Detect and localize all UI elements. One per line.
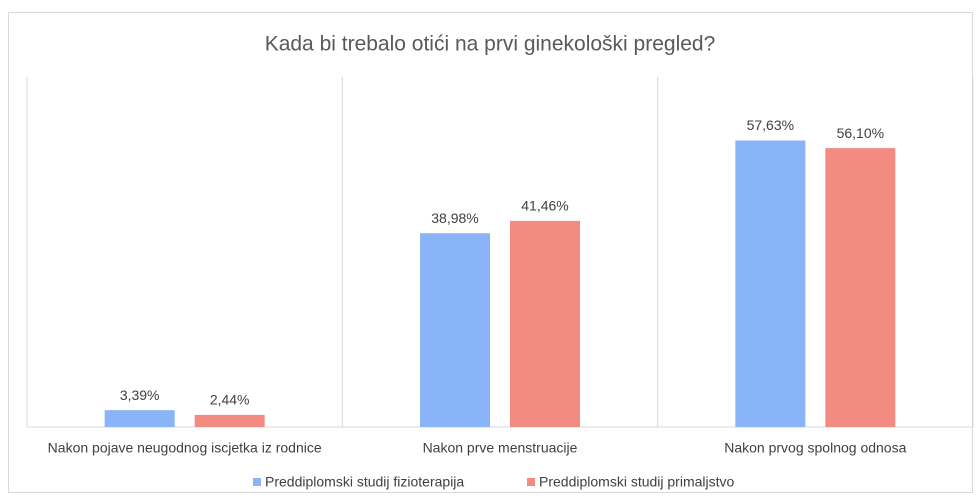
legend-swatch	[527, 478, 535, 486]
x-tick-label: Nakon prve menstruacije	[423, 440, 578, 456]
bar	[510, 220, 580, 427]
data-label: 2,44%	[210, 392, 250, 408]
bar	[735, 140, 806, 427]
bar	[825, 148, 896, 428]
chart-title: Kada bi trebalo otići na prvi ginekološk…	[265, 33, 716, 56]
data-label: 3,39%	[120, 387, 160, 403]
data-label: 38,98%	[431, 210, 478, 226]
bar	[194, 414, 265, 427]
legend-label: Preddiplomski studij fizioterapija	[265, 474, 464, 490]
data-label: 56,10%	[837, 125, 884, 141]
legend-label: Preddiplomski studij primaljstvo	[539, 474, 735, 490]
bar	[420, 233, 490, 427]
data-label: 57,63%	[747, 117, 794, 133]
x-tick-label: Nakon pojave neugodnog iscjetka iz rodni…	[48, 440, 322, 456]
x-tick-label: Nakon prvog spolnog odnosa	[724, 440, 906, 456]
bar	[104, 410, 175, 427]
legend-swatch	[253, 478, 261, 486]
data-label: 41,46%	[521, 198, 568, 214]
